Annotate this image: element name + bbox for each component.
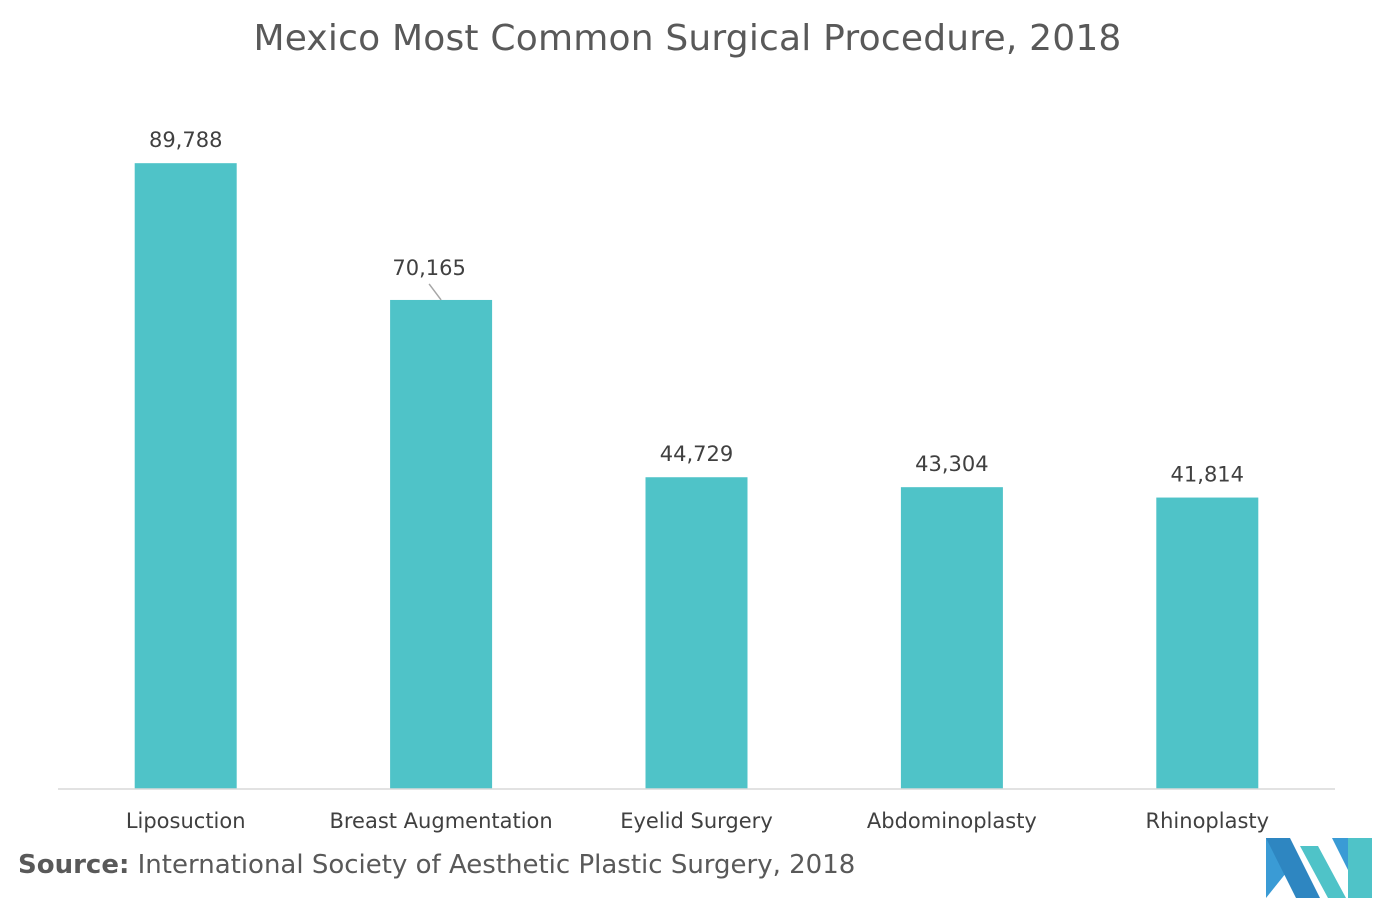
value-label: 43,304 <box>915 452 988 476</box>
value-label-leader-line <box>428 283 442 301</box>
value-label: 89,788 <box>149 128 222 152</box>
bar-breast-augmentation <box>390 299 493 789</box>
bar-rhinoplasty <box>1156 497 1259 789</box>
source-text: International Society of Aesthetic Plast… <box>137 850 856 880</box>
company-logo-icon <box>1266 838 1372 898</box>
x-tick-label: Breast Augmentation <box>329 809 552 833</box>
x-tick-label: Abdominoplasty <box>867 809 1037 833</box>
value-labels-group: 89,788 70,165 44,729 43,304 41,814 <box>149 128 1244 486</box>
bars-group <box>134 163 1259 790</box>
source-note: Source: International Society of Aesthet… <box>18 850 855 880</box>
x-axis-ticks: Liposuction Breast Augmentation Eyelid Sur… <box>126 809 1269 833</box>
x-tick-label: Liposuction <box>126 809 246 833</box>
bar-chart: 89,788 70,165 44,729 43,304 41,814 Liposucti… <box>58 128 1335 833</box>
value-label: 70,165 <box>392 256 465 280</box>
x-tick-label: Rhinoplasty <box>1146 809 1270 833</box>
bar-eyelid-surgery <box>645 477 748 789</box>
x-tick-label: Eyelid Surgery <box>620 809 773 833</box>
bar-liposuction <box>134 163 237 790</box>
source-label: Source: <box>18 850 130 880</box>
bar-abdominoplasty <box>900 487 1003 789</box>
chart-title: Mexico Most Common Surgical Procedure, 2… <box>253 18 1122 59</box>
value-label: 44,729 <box>660 442 733 466</box>
value-label: 41,814 <box>1171 463 1244 487</box>
